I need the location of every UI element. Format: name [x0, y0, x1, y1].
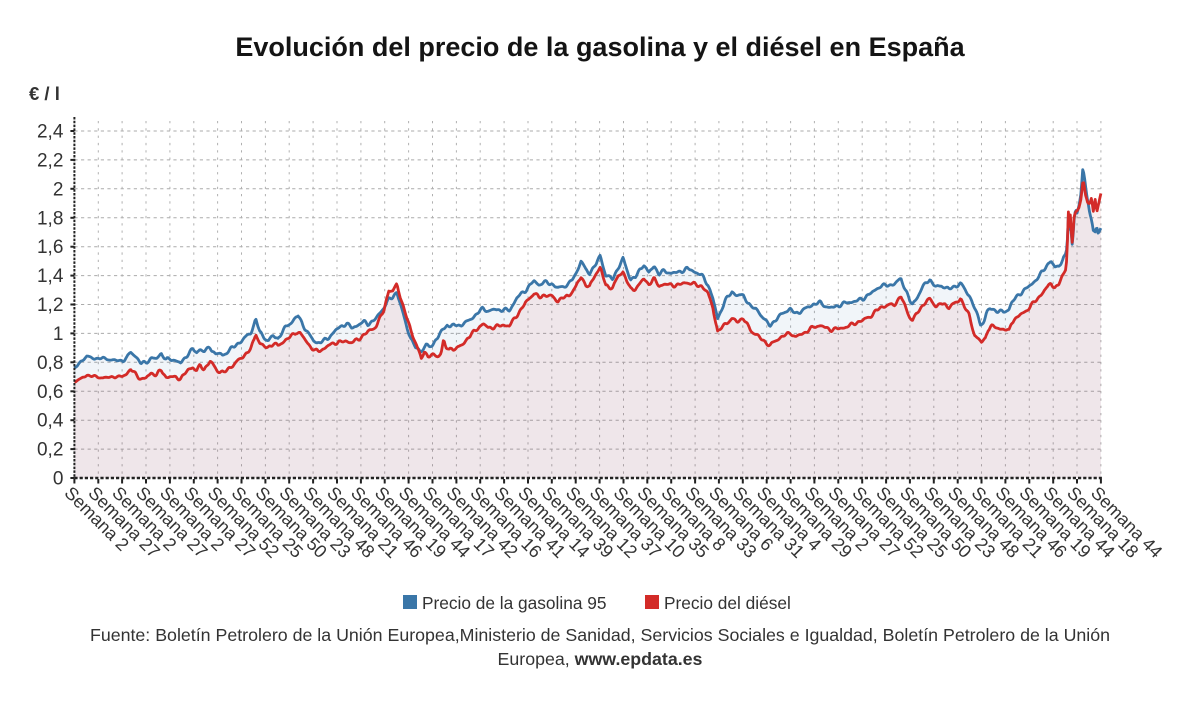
svg-text:Europea, www.epdata.es: Europea, www.epdata.es: [498, 649, 703, 669]
svg-text:0,8: 0,8: [37, 353, 63, 374]
svg-text:0,2: 0,2: [37, 440, 63, 461]
svg-text:0,4: 0,4: [37, 411, 64, 432]
svg-text:2,4: 2,4: [37, 122, 64, 143]
svg-text:1,2: 1,2: [37, 295, 63, 316]
svg-text:1,4: 1,4: [37, 266, 64, 287]
svg-text:2,2: 2,2: [37, 150, 63, 171]
svg-text:1,6: 1,6: [37, 237, 63, 258]
svg-text:1: 1: [53, 324, 64, 345]
svg-text:Precio de la gasolina 95: Precio de la gasolina 95: [422, 593, 606, 613]
svg-text:2: 2: [53, 179, 64, 200]
svg-text:Precio del diésel: Precio del diésel: [664, 593, 791, 613]
svg-text:0: 0: [53, 469, 64, 490]
svg-text:€ / l: € / l: [29, 83, 60, 104]
svg-text:0,6: 0,6: [37, 382, 63, 403]
svg-text:1,8: 1,8: [37, 208, 63, 229]
svg-text:Fuente: Boletín Petrolero de l: Fuente: Boletín Petrolero de la Unión Eu…: [90, 625, 1110, 645]
svg-text:Evolución del precio de la gas: Evolución del precio de la gasolina y el…: [235, 32, 965, 62]
